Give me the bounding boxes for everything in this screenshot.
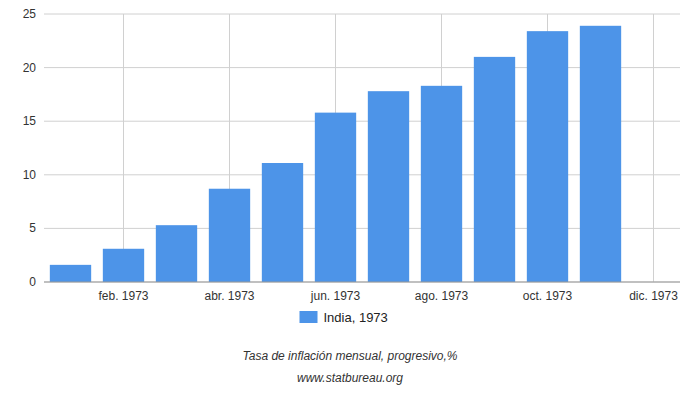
y-grid-line <box>44 282 680 283</box>
x-tick-label: abr. 1973 <box>204 289 254 303</box>
x-tick-label: jun. 1973 <box>310 289 361 303</box>
y-grid-line <box>44 14 680 15</box>
x-axis-line <box>44 282 680 283</box>
x-tick-label: feb. 1973 <box>98 289 148 303</box>
bar: 21 <box>474 57 515 282</box>
footnote: www.statbureau.org <box>297 371 403 385</box>
x-tick-label: ago. 1973 <box>415 289 469 303</box>
legend: India, 1973 <box>300 310 388 325</box>
bar: 11.1 <box>262 163 303 282</box>
y-tick-label: 25 <box>23 7 37 21</box>
bar: 23.9 <box>580 26 621 282</box>
bar: jun. 1973: 15.8 <box>315 113 356 282</box>
bar: 5.3 <box>156 225 197 282</box>
chart: 0 5 10 15 20 25 feb. 1973 abr. 1973 jun. 1973 ago… <box>0 0 700 400</box>
x-tick-label: dic. 1973 <box>629 289 678 303</box>
bar: feb. 1973: 3.1 <box>103 249 144 282</box>
x-grid-line <box>123 14 124 282</box>
y-tick-label: 20 <box>23 61 37 75</box>
legend-swatch <box>300 311 318 323</box>
y-tick-label: 0 <box>29 275 36 289</box>
chart-container: 0 5 10 15 20 25 feb. 1973 abr. 1973 jun. 1973 ago… <box>0 0 700 400</box>
grid <box>44 14 680 282</box>
legend-label: India, 1973 <box>324 310 388 325</box>
y-tick-label: 10 <box>23 168 37 182</box>
bars: 1.6 feb. 1973: 3.1 5.3 abr. 1973: 8.7 11.1 ju… <box>50 26 621 282</box>
footnote: Tasa de inflación mensual, progresivo,% <box>242 349 457 363</box>
y-tick-label: 15 <box>23 114 37 128</box>
x-tick-label: oct. 1973 <box>523 289 573 303</box>
bar: abr. 1973: 8.7 <box>209 189 250 282</box>
bar: ago. 1973: 18.3 <box>421 86 462 282</box>
y-tick-label: 5 <box>29 221 36 235</box>
bar: 1.6 <box>50 265 91 282</box>
bar: 17.8 <box>368 91 409 282</box>
x-grid-line <box>653 14 654 282</box>
bar: oct. 1973: 23.4 <box>527 31 568 282</box>
